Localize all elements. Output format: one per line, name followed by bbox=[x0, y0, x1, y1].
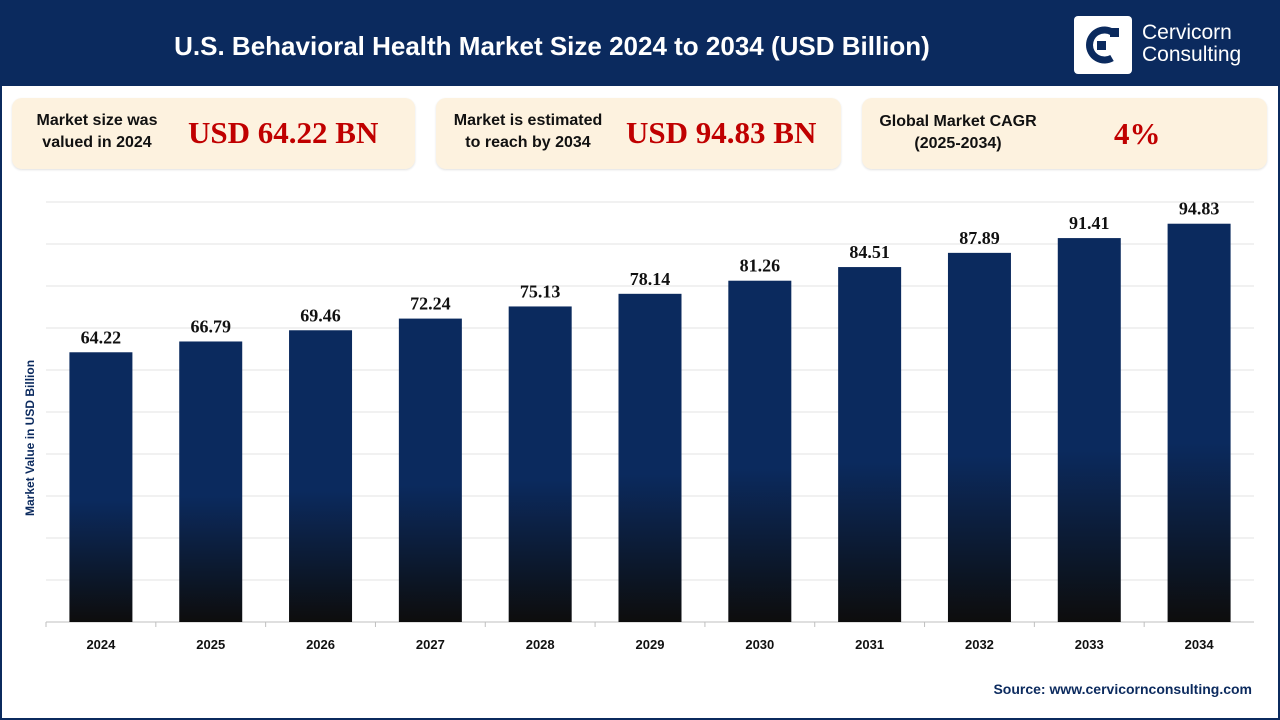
bar-2030 bbox=[728, 280, 792, 622]
card-label-line-1: Market is estimated bbox=[453, 112, 603, 129]
x-tick-label-2026: 2026 bbox=[306, 637, 335, 652]
x-tick-label-2034: 2034 bbox=[1185, 637, 1215, 652]
data-label-2031: 84.51 bbox=[849, 242, 890, 262]
x-tick-label-2029: 2029 bbox=[636, 637, 665, 652]
bar-2025 bbox=[179, 341, 243, 622]
data-label-2026: 69.46 bbox=[300, 305, 341, 325]
y-axis-label: Market Value in USD Billion bbox=[23, 360, 37, 516]
stat-card-2024: Market size was valued in 2024 USD 64.22… bbox=[12, 98, 415, 169]
cervicorn-logo-icon bbox=[1074, 16, 1132, 74]
bar-2027 bbox=[398, 318, 462, 622]
card-value: 4% bbox=[1114, 116, 1161, 151]
bar-2029 bbox=[618, 293, 682, 622]
data-label-2034: 94.83 bbox=[1179, 199, 1220, 219]
card-label-line-1: Global Market CAGR bbox=[879, 113, 1037, 130]
card-label: Global Market CAGR (2025-2034) bbox=[876, 111, 1040, 155]
bar-2026 bbox=[289, 330, 353, 622]
data-label-2030: 81.26 bbox=[740, 256, 781, 276]
x-tick-label-2027: 2027 bbox=[416, 637, 445, 652]
card-label-line-1: Market size was bbox=[36, 112, 158, 129]
bar-2031 bbox=[838, 267, 902, 622]
x-tick-label-2028: 2028 bbox=[526, 637, 555, 652]
data-label-2029: 78.14 bbox=[630, 269, 671, 289]
page-title: U.S. Behavioral Health Market Size 2024 … bbox=[174, 31, 930, 61]
bar-2028 bbox=[508, 306, 572, 622]
x-tick-label-2024: 2024 bbox=[86, 637, 116, 652]
source-prefix: Source: bbox=[993, 681, 1046, 697]
source-note: Source: www.cervicornconsulting.com bbox=[993, 681, 1252, 697]
header-bar: U.S. Behavioral Health Market Size 2024 … bbox=[2, 2, 1278, 86]
x-tick-label-2033: 2033 bbox=[1075, 637, 1104, 652]
stat-card-2034: Market is estimated to reach by 2034 USD… bbox=[436, 98, 841, 169]
data-label-2025: 66.79 bbox=[190, 316, 231, 336]
logo-line-1: Cervicorn bbox=[1142, 21, 1232, 44]
stat-card-cagr: Global Market CAGR (2025-2034) 4% bbox=[862, 98, 1267, 169]
bar-2032 bbox=[947, 252, 1011, 622]
card-value: USD 64.22 BN bbox=[188, 115, 379, 150]
card-label-line-2: to reach by 2034 bbox=[465, 134, 591, 151]
bar-2024 bbox=[69, 352, 133, 622]
bar-2034 bbox=[1167, 223, 1231, 623]
x-tick-label-2031: 2031 bbox=[855, 637, 884, 652]
x-tick-label-2030: 2030 bbox=[745, 637, 774, 652]
x-tick-label-2032: 2032 bbox=[965, 637, 994, 652]
data-label-2028: 75.13 bbox=[520, 281, 561, 301]
card-label: Market size was valued in 2024 bbox=[26, 110, 168, 154]
bar-2033 bbox=[1057, 238, 1121, 622]
data-label-2027: 72.24 bbox=[410, 294, 451, 314]
x-tick-label-2025: 2025 bbox=[196, 637, 225, 652]
data-label-2033: 91.41 bbox=[1069, 213, 1110, 233]
data-label-2032: 87.89 bbox=[959, 228, 1000, 248]
card-label-line-2: valued in 2024 bbox=[42, 134, 152, 151]
data-label-2024: 64.22 bbox=[81, 327, 122, 347]
card-label-line-2: (2025-2034) bbox=[914, 135, 1002, 152]
source-link: www.cervicornconsulting.com bbox=[1049, 681, 1252, 697]
logo-line-2: Consulting bbox=[1142, 43, 1242, 66]
logo-text: Cervicorn Consulting bbox=[1142, 22, 1241, 66]
card-value: USD 94.83 BN bbox=[626, 115, 817, 150]
card-label: Market is estimated to reach by 2034 bbox=[442, 110, 614, 154]
